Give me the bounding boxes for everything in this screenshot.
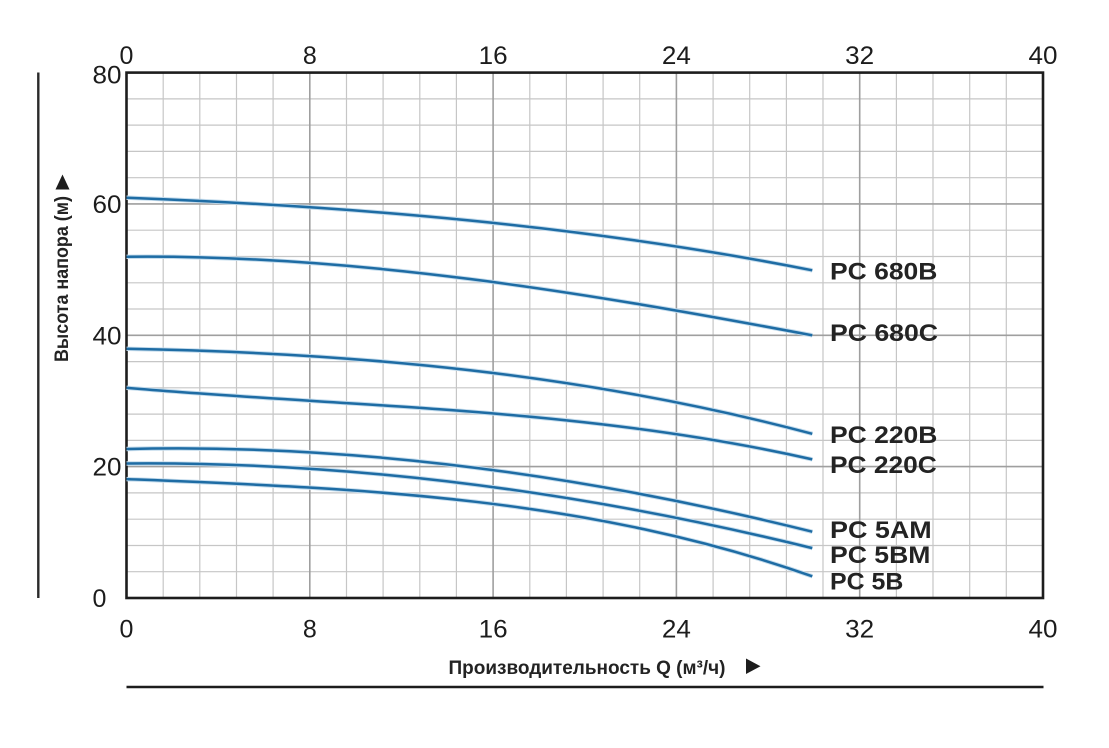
svg-text:40: 40 xyxy=(1029,616,1058,644)
svg-text:Высота напора (м): Высота напора (м) xyxy=(52,196,73,362)
svg-text:PC 5B: PC 5B xyxy=(830,569,903,596)
svg-text:Производительность Q (м³/ч): Производительность Q (м³/ч) xyxy=(449,658,726,679)
svg-text:32: 32 xyxy=(845,616,874,644)
svg-text:16: 16 xyxy=(479,616,508,644)
svg-text:40: 40 xyxy=(1029,42,1058,70)
svg-text:60: 60 xyxy=(93,191,122,219)
svg-text:8: 8 xyxy=(303,616,317,644)
svg-text:32: 32 xyxy=(845,42,874,70)
svg-text:0: 0 xyxy=(120,42,134,70)
svg-text:8: 8 xyxy=(303,42,317,70)
svg-text:40: 40 xyxy=(93,322,122,350)
svg-text:24: 24 xyxy=(662,42,691,70)
svg-text:80: 80 xyxy=(93,61,122,89)
svg-text:PC 5AM: PC 5AM xyxy=(830,517,932,544)
svg-text:0: 0 xyxy=(93,585,107,613)
svg-text:20: 20 xyxy=(93,454,122,482)
svg-text:PC 680C: PC 680C xyxy=(830,320,938,347)
svg-text:0: 0 xyxy=(120,616,134,644)
svg-text:PC 220B: PC 220B xyxy=(830,422,937,449)
svg-text:PC 220C: PC 220C xyxy=(830,452,937,479)
svg-text:PC 680B: PC 680B xyxy=(830,258,937,285)
svg-text:24: 24 xyxy=(662,616,691,644)
svg-text:PC 5BM: PC 5BM xyxy=(830,542,930,569)
svg-text:16: 16 xyxy=(479,42,508,70)
